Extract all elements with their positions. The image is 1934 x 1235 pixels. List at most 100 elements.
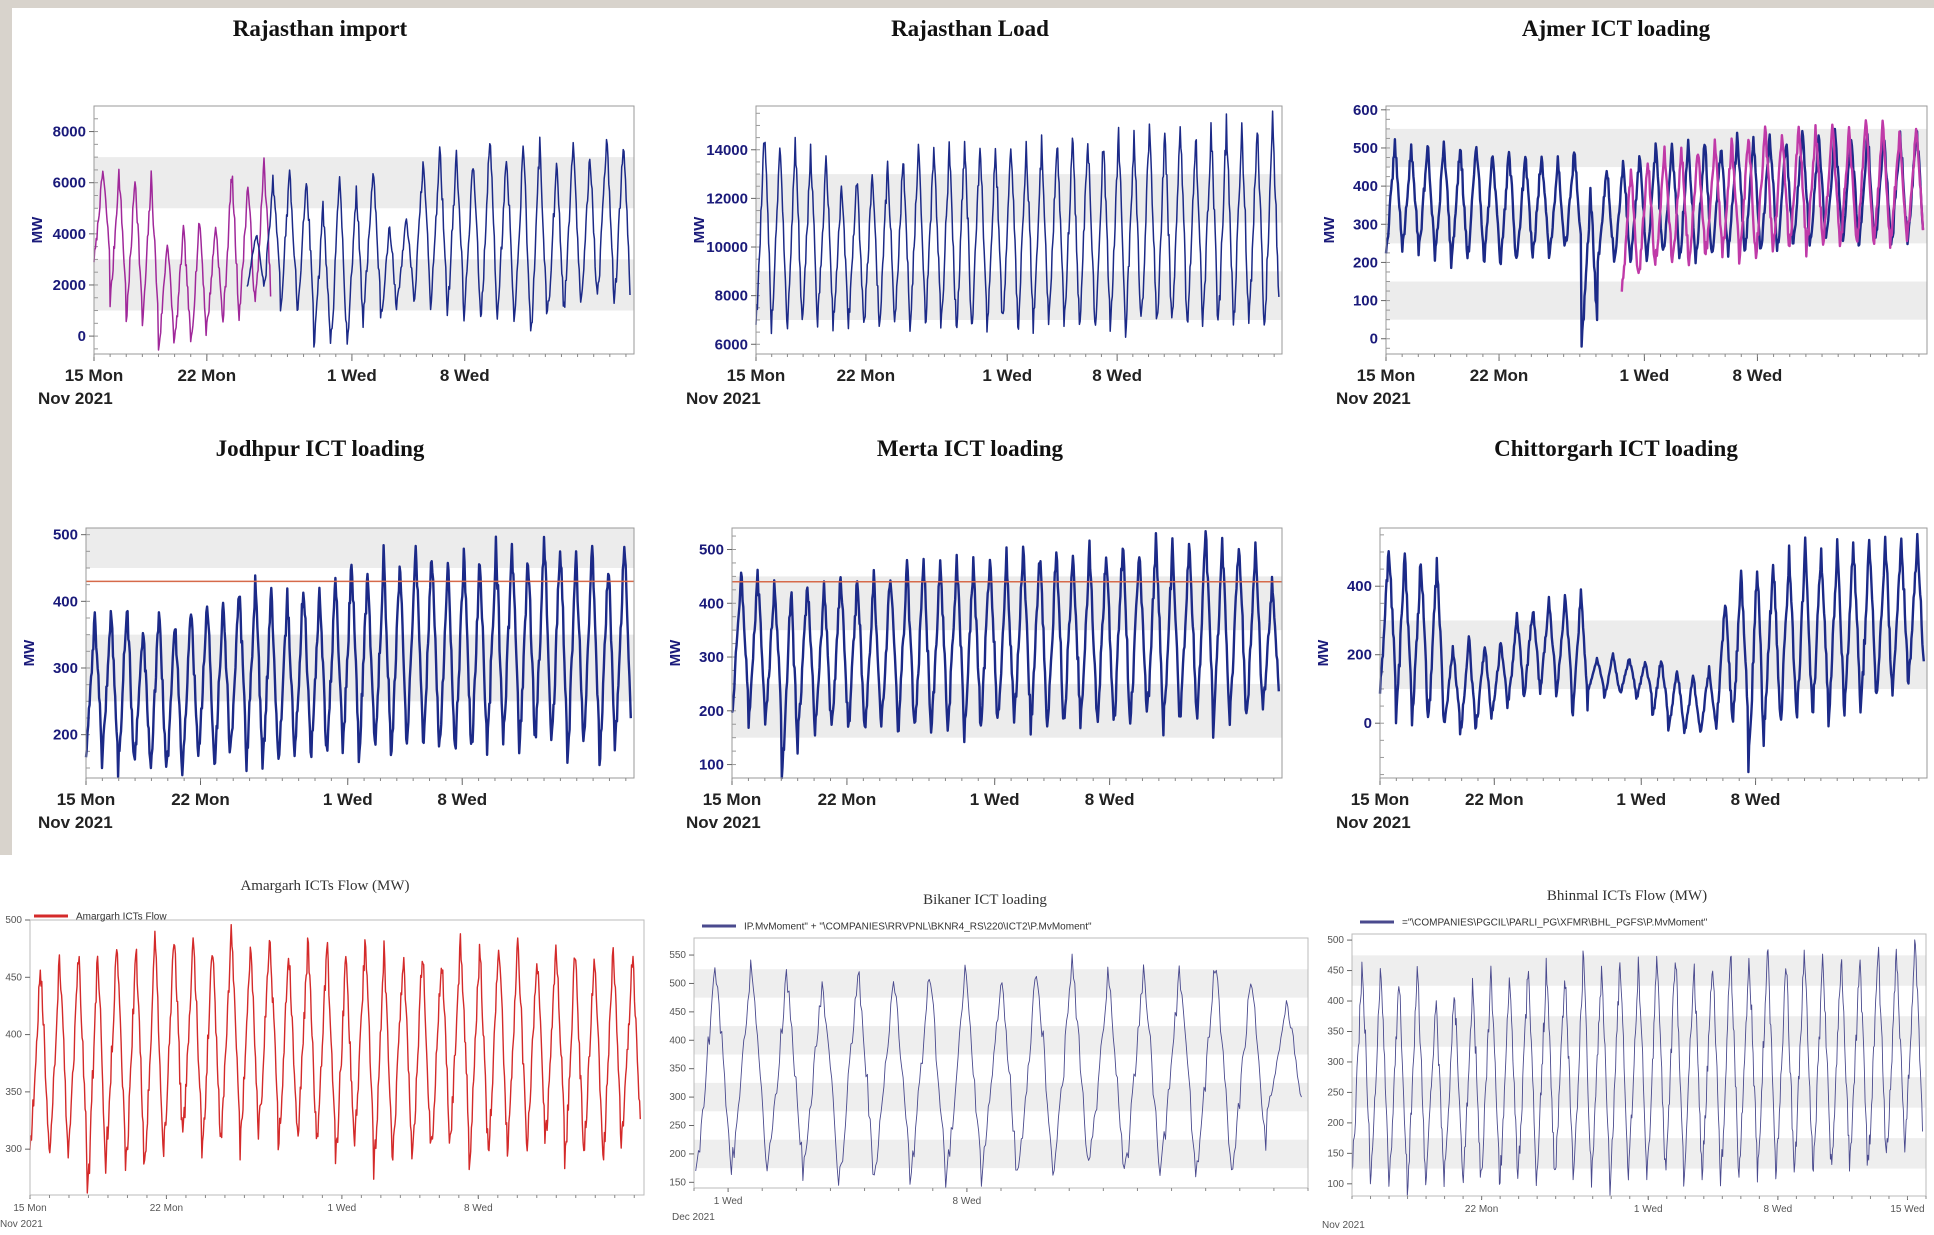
grid-band [1380,620,1927,689]
series-line [246,136,631,348]
legend-entry: IP.MvMoment" + "\COMPANIES\RRVPNL\BKNR4_… [744,922,1092,933]
chart-title: Jodhpur ICT loading [215,436,425,461]
chart-svg: 300 350 400 450 500 15 Mon 22 Mon 1 Wed 8 Wed Nov… [0,912,645,1230]
x-tick-label: 15 Mon [65,366,124,385]
y-tick-label: 150 [669,1177,686,1188]
x-tick-label: 22 Mon [837,366,896,385]
y-tick-label: 550 [669,950,686,961]
y-tick-label: 250 [669,1121,686,1132]
chart-svg: 0 100 200 300 400 500 600 15 Mon 22 Mon 1 Wed 8 We… [1321,102,1928,408]
date-label: Nov 2021 [1336,389,1411,408]
x-tick-label: 22 Mon [171,790,230,809]
x-tick-label: 1 Wed [328,1203,357,1214]
grid-band [86,634,634,702]
y-axis-label: MW [691,216,708,243]
plot-border [1385,105,1928,355]
plot-border [93,105,635,355]
y-axis-label: MW [667,639,684,666]
grid-band [694,969,1308,998]
date-label: Nov 2021 [0,1219,43,1230]
x-tick-label: 8 Wed [464,1203,493,1214]
y-tick-label: 150 [1327,1148,1344,1159]
x-tick-label: 1 Wed [714,1196,743,1207]
date-label: Nov 2021 [38,813,113,832]
y-axis-label: MW [29,216,46,243]
y-tick-label: 8000 [715,288,748,305]
x-tick-label: 22 Mon [1470,366,1529,385]
x-tick-label: 22 Mon [178,366,237,385]
y-tick-label: 2000 [53,277,86,294]
y-tick-label: 350 [669,1064,686,1075]
y-tick-label: 400 [5,1030,22,1041]
y-tick-label: 500 [1327,935,1344,946]
y-tick-label: 0 [1370,331,1378,348]
legend-entry: ="\COMPANIES\PGCIL\PARLI_PG\XFMR\BHL_PGF… [1402,918,1708,929]
chart-svg: 6000 8000 10000 12000 14000 15 Mon 22 Mon 1 Wed… [686,105,1283,408]
frame-top-border [0,0,1934,8]
y-tick-label: 450 [1327,966,1344,977]
y-tick-label: 500 [53,527,78,544]
x-tick-label: 1 Wed [323,790,373,809]
y-tick-label: 200 [1327,1118,1344,1129]
series-line [755,110,1280,338]
y-tick-label: 400 [1347,578,1372,595]
x-tick-label: 22 Mon [150,1203,183,1214]
y-tick-label: 500 [699,542,724,559]
y-tick-label: 6000 [715,336,748,353]
y-tick-label: 100 [699,757,724,774]
y-tick-label: 300 [669,1092,686,1103]
x-tick-label: 15 Mon [1357,366,1416,385]
grid-band [1352,1016,1926,1047]
date-label: Nov 2021 [1336,813,1411,832]
series-line [93,157,272,351]
y-tick-label: 10000 [706,239,748,256]
grid-band [1386,281,1927,320]
chart-title: Rajasthan Load [891,16,1049,41]
chart-panel-rajasthan-import: Rajasthan import 0 2000 4000 6000 8000 15 Mon… [0,0,640,420]
y-axis-label: MW [21,639,38,666]
chart-title: Merta ICT loading [876,436,1064,461]
y-axis-label: MW [1321,216,1338,243]
grid-band [694,1026,1308,1055]
chart-title: Amargarh ICTs Flow (MW) [240,878,410,894]
plot-border [29,919,645,1196]
y-tick-label: 200 [53,727,78,744]
x-tick-label: 8 Wed [1085,790,1135,809]
y-tick-label: 300 [5,1144,22,1155]
grid-band [1352,1138,1926,1169]
y-tick-label: 300 [53,660,78,677]
series-line [29,924,641,1194]
x-tick-label: 15 Mon [1351,790,1410,809]
plot-border [85,527,635,779]
x-tick-label: 1 Wed [1616,790,1666,809]
legend-entry: Amargarh ICTs Flow [76,912,167,923]
y-tick-label: 400 [1353,178,1378,195]
y-tick-label: 400 [53,593,78,610]
x-tick-label: 8 Wed [440,366,490,385]
x-tick-label: 15 Mon [13,1203,46,1214]
y-tick-label: 450 [669,1007,686,1018]
x-tick-label: 22 Mon [1465,1204,1498,1215]
y-tick-label: 0 [1364,715,1372,732]
x-tick-label: 1 Wed [327,366,377,385]
y-tick-label: 400 [1327,996,1344,1007]
y-tick-label: 200 [1347,647,1372,664]
chart-svg: 0 200 400 15 Mon 22 Mon 1 Wed 8 Wed Nov 2021 MW [1315,527,1928,832]
y-tick-label: 12000 [706,190,748,207]
y-tick-label: 300 [1353,216,1378,233]
series-line [1351,939,1923,1197]
plot-border [1351,933,1927,1197]
y-tick-label: 100 [1353,293,1378,310]
plot-border [755,105,1283,355]
grid-band [732,683,1282,738]
series-line [1620,119,1925,292]
chart-svg: 150 200 250 300 350 400 450 500 550 1 Wed 8 Wed Dec… [669,922,1309,1223]
chart-panel-bhinmal-icts-flow: Bhinmal ICTs Flow (MW) 100 150 200 250 300 35… [1320,880,1934,1235]
series-line [1378,532,1925,774]
chart-title: Rajasthan import [232,16,408,41]
x-tick-label: 22 Mon [1465,790,1524,809]
y-tick-label: 8000 [53,124,86,141]
series-line [695,953,1302,1189]
chart-panel-chittorgarh-ict-loading: Chittorgarh ICT loading 0 200 400 15 Mon 22 … [1298,420,1934,850]
chart-title: Chittorgarh ICT loading [1494,436,1738,461]
